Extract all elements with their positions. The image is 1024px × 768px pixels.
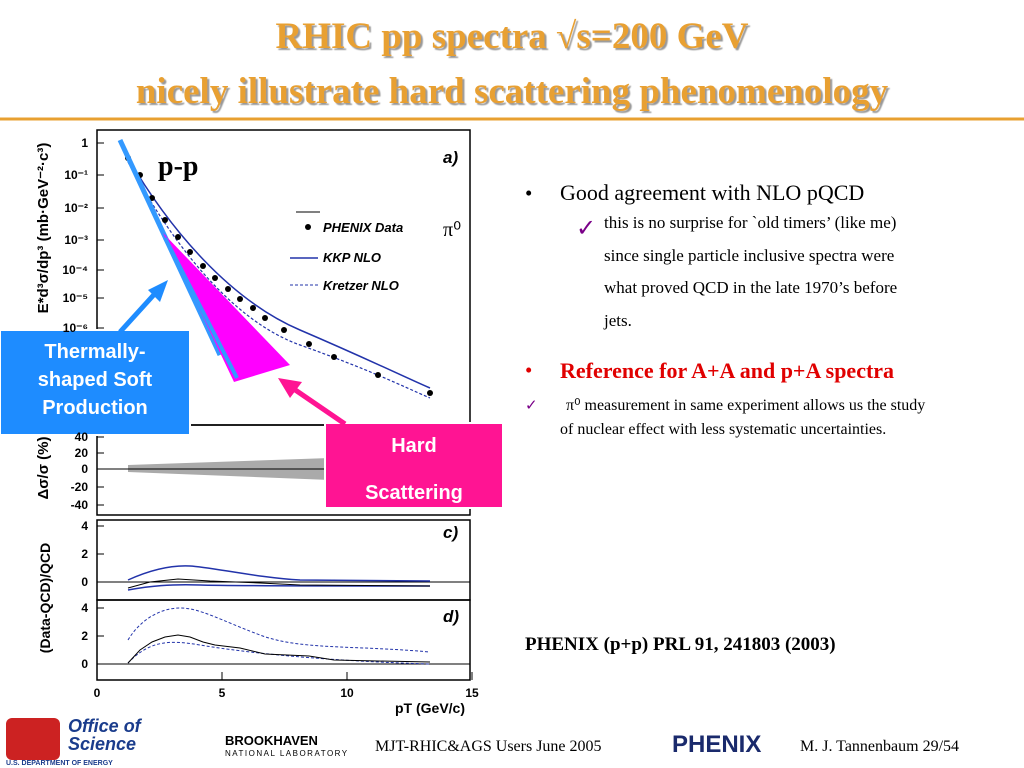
- bullet-dot: •: [525, 358, 532, 382]
- y-tick-label: -40: [71, 498, 89, 512]
- callout-text: Scattering: [365, 482, 463, 504]
- legend-label: Kretzer NLO: [323, 278, 399, 293]
- band-curve: [127, 607, 431, 653]
- ratio-points: [127, 634, 431, 664]
- footer: Office of Science U.S. DEPARTMENT OF ENE…: [6, 716, 959, 767]
- y-tick-label: 4: [81, 601, 88, 615]
- system-label: p-p: [158, 151, 198, 182]
- callout-text: Hard: [391, 435, 437, 457]
- panel-label: a): [443, 148, 458, 167]
- panel-frame: [96, 519, 471, 601]
- hard-line: [163, 237, 239, 379]
- bullet-dot: •: [525, 181, 532, 205]
- y-tick-label: 4: [81, 519, 88, 533]
- y-title: E*d³σ/dp³ (mb·GeV⁻²·c³): [35, 143, 52, 314]
- y-tick-label: 10⁻⁶: [63, 321, 88, 335]
- bullet-text: Reference for A+A and p+A spectra: [560, 358, 894, 383]
- kretzer-curve: [127, 161, 431, 399]
- callout-text: Thermally-: [44, 341, 145, 363]
- y-tick-label: 10⁻¹: [64, 168, 88, 182]
- y-tick-label: 2: [81, 629, 88, 643]
- y-tick-label: 10⁻³: [64, 233, 88, 247]
- x-tick-label: 0: [94, 686, 101, 700]
- y-tick-label: 40: [75, 430, 89, 444]
- panel-frame: [96, 599, 471, 681]
- y-tick-label: 1: [81, 136, 88, 150]
- panel-label: c): [443, 523, 458, 542]
- legend-label: PHENIX Data: [323, 220, 403, 235]
- check-icon: ✓: [525, 398, 538, 414]
- bullet-text: Good agreement with NLO pQCD: [560, 180, 864, 205]
- ratio-points: [127, 578, 431, 589]
- sub-text: what proved QCD in the late 1970’s befor…: [604, 278, 897, 297]
- y-tick-label: 2: [81, 547, 88, 561]
- sub-text: jets.: [603, 311, 632, 330]
- y-tick-label: 20: [75, 446, 89, 460]
- y-tick-label: 10⁻²: [64, 201, 88, 215]
- check-icon: ✓: [576, 216, 596, 242]
- particle: π⁰: [443, 219, 461, 241]
- callout-text: shaped Soft: [38, 369, 153, 391]
- logo-text: Science: [68, 734, 136, 754]
- hard-callout: [324, 422, 504, 509]
- y-tick-label: 10⁻⁵: [63, 291, 88, 305]
- band-curve: [127, 565, 431, 582]
- logo-text: PHENIX: [672, 731, 761, 758]
- sub-text: since single particle inclusive spectra …: [604, 246, 894, 265]
- title-line: nicely illustrate hard scattering phenom…: [136, 71, 889, 112]
- legend-marker: [305, 224, 311, 230]
- arrow: [118, 286, 162, 334]
- x-tick-label: 5: [219, 686, 226, 700]
- legend-label: KKP NLO: [323, 250, 381, 265]
- arrow: [286, 382, 347, 427]
- hard-wedge: [163, 233, 290, 382]
- y-tick-label: 0: [81, 462, 88, 476]
- logo-text: BROOKHAVEN: [225, 733, 318, 748]
- x-tick-label: 15: [465, 686, 479, 700]
- panel-label: d): [443, 607, 459, 626]
- title-line: RHIC pp spectra √s=200 GeV: [275, 16, 748, 57]
- logo-text: U.S. DEPARTMENT OF ENERGY: [6, 760, 113, 767]
- band-curve: [127, 584, 431, 591]
- y-tick-label: 0: [81, 657, 88, 671]
- sub-text: π⁰ measurement in same experiment allows…: [566, 397, 925, 414]
- x-tick-label: 10: [340, 686, 354, 700]
- arrowhead: [148, 280, 168, 302]
- kkp-curve: [127, 157, 431, 389]
- doe-logo: [6, 718, 60, 760]
- y-title: (Data-QCD)/QCD: [37, 543, 53, 653]
- logo-text: NATIONAL LABORATORY: [225, 749, 349, 758]
- callout-text: Production: [42, 397, 148, 419]
- y-tick-label: 10⁻⁴: [62, 263, 88, 277]
- y-title: Δσ/σ (%): [35, 437, 52, 500]
- reference: PHENIX (p+p) PRL 91, 241803 (2003): [525, 634, 836, 655]
- y-tick-label: 0: [81, 575, 88, 589]
- sub-text: this is no surprise for `old timers’ (li…: [604, 213, 896, 232]
- sub-text: of nuclear effect with less systematic u…: [560, 421, 886, 438]
- y-tick-label: -20: [71, 480, 89, 494]
- footer-author: M. J. Tannenbaum 29/54: [800, 738, 959, 755]
- soft-callout: [0, 329, 191, 436]
- footer-event: MJT-RHIC&AGS Users June 2005: [375, 738, 602, 755]
- logo-text: Office of: [68, 716, 143, 736]
- arrowhead: [278, 378, 302, 398]
- tick-labels: 110⁻¹10⁻²10⁻³10⁻⁴10⁻⁵10⁻⁶40200-20-404204…: [62, 136, 479, 700]
- x-title: pT (GeV/c): [395, 700, 465, 716]
